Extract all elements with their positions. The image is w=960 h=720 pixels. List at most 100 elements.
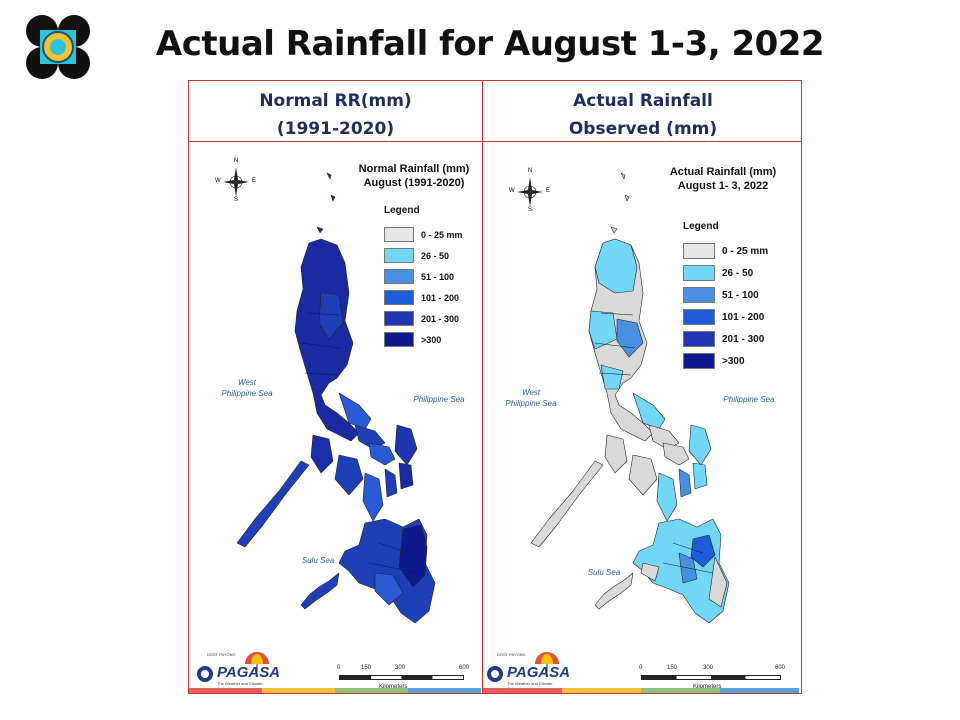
pagasa-wordmark: PAGASA bbox=[507, 664, 571, 681]
actual-legend: Legend 0 - 25 mm 26 - 50 51 - 100 101 - … bbox=[683, 221, 768, 372]
compass-rose: N S W E bbox=[215, 158, 257, 203]
compass-w: W bbox=[215, 178, 221, 184]
compass-w: W bbox=[509, 188, 515, 194]
actual-legend-title: Legend bbox=[683, 221, 719, 232]
column-header-actual-line1: Actual Rainfall bbox=[573, 91, 713, 111]
actual-rainfall-map bbox=[530, 172, 730, 624]
compass-e: E bbox=[546, 188, 551, 194]
pagasa-wordmark: PAGASA bbox=[217, 664, 281, 681]
scale-tick: 150 bbox=[667, 665, 678, 671]
legend-label: 0 - 25 mm bbox=[722, 245, 769, 257]
scale-tick: 0 bbox=[639, 665, 643, 671]
actual-map-title: Actual Rainfall (mm) August 1- 3, 2022 bbox=[663, 165, 783, 193]
west-philippine-sea-label: West Philippine Sea bbox=[501, 387, 561, 409]
legend-swatch bbox=[683, 309, 715, 325]
pagasa-tag: DOST PAYONG bbox=[207, 652, 236, 657]
column-header-normal: Normal RR(mm) (1991-2020) bbox=[189, 87, 482, 143]
normal-rainfall-map bbox=[236, 172, 436, 624]
legend-label: 51 - 100 bbox=[421, 271, 455, 282]
color-stripe bbox=[189, 688, 481, 693]
legend-item: 0 - 25 mm bbox=[683, 240, 768, 262]
legend-swatch bbox=[384, 248, 414, 263]
legend-item: >300 bbox=[683, 350, 768, 372]
normal-map-title: Normal Rainfall (mm) August (1991-2020) bbox=[354, 162, 474, 190]
legend-swatch bbox=[683, 331, 715, 347]
legend-swatch bbox=[683, 287, 715, 303]
legend-swatch bbox=[384, 311, 414, 326]
scale-tick: 0 bbox=[337, 665, 341, 671]
scale-bar: 0 150 300 600 Kilometers bbox=[639, 665, 785, 693]
legend-label: 0 - 25 mm bbox=[421, 229, 463, 240]
legend-item: 201 - 300 bbox=[683, 328, 768, 350]
color-stripe bbox=[483, 688, 799, 693]
scale-tick: 600 bbox=[459, 665, 470, 671]
scale-tick: 300 bbox=[703, 665, 714, 671]
legend-item: 0 - 25 mm bbox=[384, 224, 463, 245]
legend-item: >300 bbox=[384, 329, 463, 350]
legend-item: 101 - 200 bbox=[384, 287, 463, 308]
west-sea-line1: West bbox=[237, 378, 257, 387]
comparison-table: Normal RR(mm) (1991-2020) Actual Rainfal… bbox=[188, 80, 802, 694]
philippine-sea-label: Philippine Sea bbox=[413, 395, 465, 404]
pagasa-logo: DOST PAYONG PAGASA The Weather and Clima… bbox=[195, 650, 280, 691]
philippine-sea-label: Philippine Sea bbox=[723, 395, 775, 404]
compass-s: S bbox=[234, 197, 239, 203]
normal-rainfall-panel: Normal Rainfall (mm) August (1991-2020) … bbox=[189, 143, 481, 693]
normal-map-title-line2: August (1991-2020) bbox=[363, 177, 465, 189]
column-header-normal-line2: (1991-2020) bbox=[276, 119, 395, 139]
normal-legend: Legend 0 - 25 mm 26 - 50 51 - 100 101 - … bbox=[384, 205, 463, 350]
dost-logo bbox=[24, 14, 92, 80]
legend-item: 201 - 300 bbox=[384, 308, 463, 329]
legend-swatch bbox=[384, 332, 414, 347]
legend-label: 26 - 50 bbox=[421, 250, 450, 261]
legend-label: 201 - 300 bbox=[722, 333, 765, 345]
legend-item: 26 - 50 bbox=[683, 262, 768, 284]
pagasa-logo: DOST PAYONG PAGASA The Weather and Clima… bbox=[485, 650, 570, 691]
column-divider bbox=[482, 81, 483, 693]
west-philippine-sea-label: West Philippine Sea bbox=[217, 377, 277, 399]
actual-map-title-line1: Actual Rainfall (mm) bbox=[669, 166, 777, 178]
scale-bar-graphic bbox=[339, 675, 464, 680]
legend-label: 101 - 200 bbox=[421, 292, 460, 303]
compass-rose: N S W E bbox=[509, 168, 551, 213]
header-divider bbox=[189, 141, 801, 142]
legend-swatch bbox=[683, 265, 715, 281]
west-sea-line2: Philippine Sea bbox=[221, 389, 273, 398]
column-header-actual-line2: Observed (mm) bbox=[568, 119, 718, 139]
legend-item: 51 - 100 bbox=[384, 266, 463, 287]
sulu-sea-label: Sulu Sea bbox=[587, 568, 621, 577]
legend-item: 26 - 50 bbox=[384, 245, 463, 266]
actual-map-title-line2: August 1- 3, 2022 bbox=[677, 180, 769, 192]
legend-label: 201 - 300 bbox=[421, 313, 460, 324]
legend-item: 51 - 100 bbox=[683, 284, 768, 306]
compass-n: N bbox=[528, 168, 533, 174]
legend-item: 101 - 200 bbox=[683, 306, 768, 328]
normal-map-title-line1: Normal Rainfall (mm) bbox=[358, 163, 470, 175]
legend-label: 26 - 50 bbox=[722, 267, 754, 279]
scale-tick: 600 bbox=[775, 665, 786, 671]
legend-label: >300 bbox=[722, 355, 745, 367]
legend-label: 51 - 100 bbox=[722, 289, 759, 301]
legend-swatch bbox=[683, 353, 715, 369]
west-sea-line2: Philippine Sea bbox=[505, 399, 557, 408]
column-header-normal-line1: Normal RR(mm) bbox=[259, 91, 412, 111]
legend-swatch bbox=[384, 290, 414, 305]
legend-swatch bbox=[384, 269, 414, 284]
scale-bar-graphic bbox=[641, 675, 781, 680]
scale-tick: 300 bbox=[395, 665, 406, 671]
column-header-actual: Actual Rainfall Observed (mm) bbox=[483, 87, 803, 143]
scale-unit: Kilometers bbox=[379, 684, 408, 690]
legend-label: >300 bbox=[421, 334, 442, 345]
compass-s: S bbox=[528, 207, 533, 213]
scale-unit: Kilometers bbox=[693, 684, 722, 690]
legend-swatch bbox=[683, 243, 715, 259]
pagasa-tag: DOST PAYONG bbox=[497, 652, 526, 657]
scale-bar: 0 150 300 600 Kilometers bbox=[337, 665, 470, 693]
slide-title: Actual Rainfall for August 1-3, 2022 bbox=[155, 24, 825, 64]
west-sea-line1: West bbox=[521, 388, 541, 397]
actual-rainfall-panel: Actual Rainfall (mm) August 1- 3, 2022 N… bbox=[483, 143, 801, 693]
compass-n: N bbox=[234, 158, 239, 164]
normal-legend-title: Legend bbox=[384, 205, 420, 216]
compass-e: E bbox=[252, 178, 257, 184]
legend-swatch bbox=[384, 227, 414, 242]
